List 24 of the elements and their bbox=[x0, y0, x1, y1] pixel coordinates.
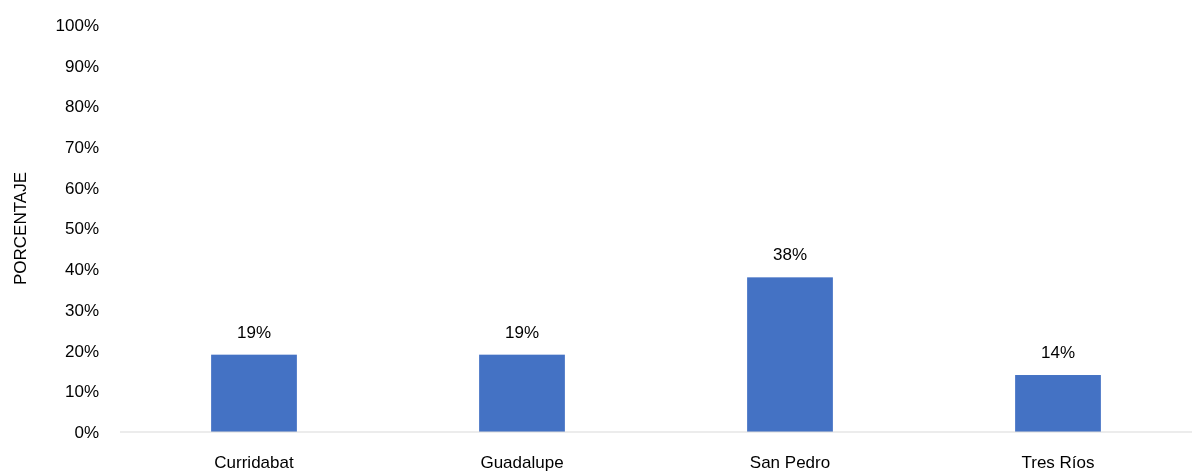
x-tick-label: Curridabat bbox=[214, 453, 294, 472]
y-tick-label: 100% bbox=[55, 15, 99, 35]
y-axis-title: PORCENTAJE bbox=[11, 171, 30, 286]
y-tick-label: 60% bbox=[64, 178, 99, 198]
y-tick-label: 0% bbox=[74, 422, 99, 442]
data-label: 14% bbox=[1040, 343, 1076, 363]
y-tick-label: 70% bbox=[64, 138, 99, 158]
y-tick-label: 30% bbox=[64, 300, 99, 320]
data-label: 19% bbox=[236, 322, 272, 342]
bar bbox=[1015, 375, 1101, 432]
bar bbox=[479, 354, 565, 432]
data-label: 38% bbox=[772, 245, 808, 265]
y-tick-label: 50% bbox=[64, 219, 99, 239]
x-tick-label: Guadalupe bbox=[480, 453, 564, 472]
x-tick-label: Tres Ríos bbox=[1021, 453, 1095, 472]
y-tick-label: 80% bbox=[64, 97, 99, 117]
x-tick-label: San Pedro bbox=[749, 453, 831, 472]
y-tick-label: 10% bbox=[64, 382, 99, 402]
bar bbox=[747, 277, 833, 432]
y-tick-label: 40% bbox=[64, 260, 99, 280]
y-tick-label: 90% bbox=[64, 56, 99, 76]
data-label: 19% bbox=[504, 322, 540, 342]
bar bbox=[211, 354, 297, 432]
y-tick-label: 20% bbox=[64, 341, 99, 361]
